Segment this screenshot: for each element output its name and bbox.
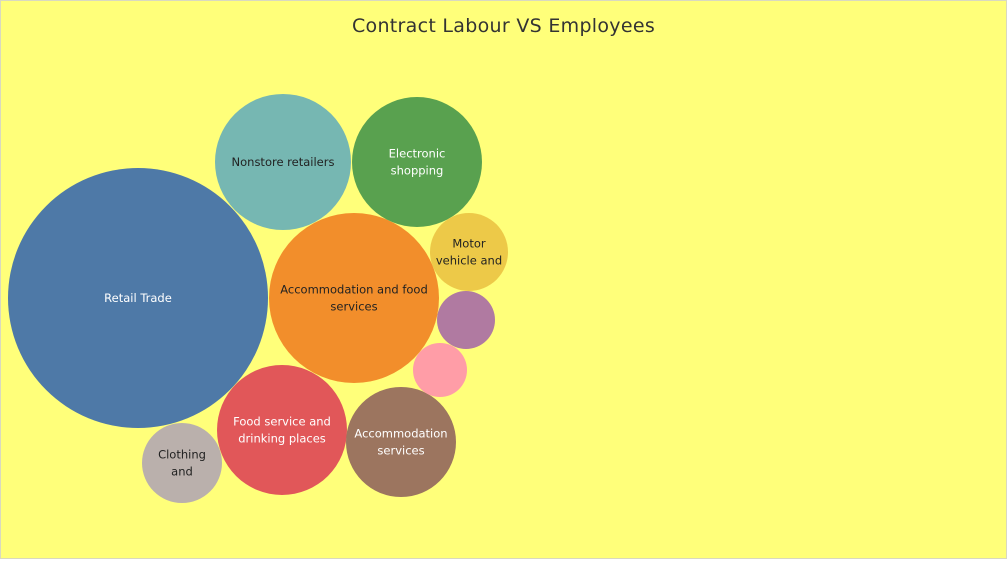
bubble-label-accommodation-and-food-services-line-1: Accommodation and food	[280, 283, 428, 297]
bubble-electronic-shopping[interactable]	[352, 97, 482, 227]
bubble-label-clothing-and-line-1: Clothing	[158, 448, 206, 462]
bubble-accommodation-and-food-services[interactable]	[269, 213, 439, 383]
bubble-retail-trade[interactable]	[8, 168, 268, 428]
bubble-label-retail-trade-line-1: Retail Trade	[104, 291, 172, 305]
bubble-label-electronic-shopping-line-2: shopping	[391, 164, 444, 178]
bubble-unlabeled[interactable]	[413, 343, 467, 397]
bubble-label-accommodation-services-line-1: Accommodation	[354, 427, 447, 441]
bubble-label-nonstore-retailers-line-1: Nonstore retailers	[232, 155, 335, 169]
bubble-label-food-service-and-drinking-places-line-1: Food service and	[233, 415, 331, 429]
chart-title: Contract Labour VS Employees	[351, 15, 656, 37]
bubble-food-service-and-drinking-places[interactable]	[217, 365, 347, 495]
bubble-label-motor-vehicle-and-line-2: vehicle and	[436, 254, 502, 268]
bubble-motor-vehicle-and[interactable]	[430, 213, 508, 291]
bubble-label-motor-vehicle-and-line-1: Motor	[452, 237, 486, 251]
bubble-unlabeled[interactable]	[437, 291, 495, 349]
bubble-clothing-and[interactable]	[142, 423, 222, 503]
bubble-label-electronic-shopping-line-1: Electronic	[389, 147, 446, 161]
bubble-accommodation-services[interactable]	[346, 387, 456, 497]
bubble-label-food-service-and-drinking-places-line-2: drinking places	[238, 432, 326, 446]
bubble-label-clothing-and-line-2: and	[171, 465, 193, 479]
bubble-label-accommodation-and-food-services-line-2: services	[330, 300, 377, 314]
bubble-nonstore-retailers[interactable]	[215, 94, 351, 230]
bubble-label-accommodation-services-line-2: services	[377, 444, 424, 458]
